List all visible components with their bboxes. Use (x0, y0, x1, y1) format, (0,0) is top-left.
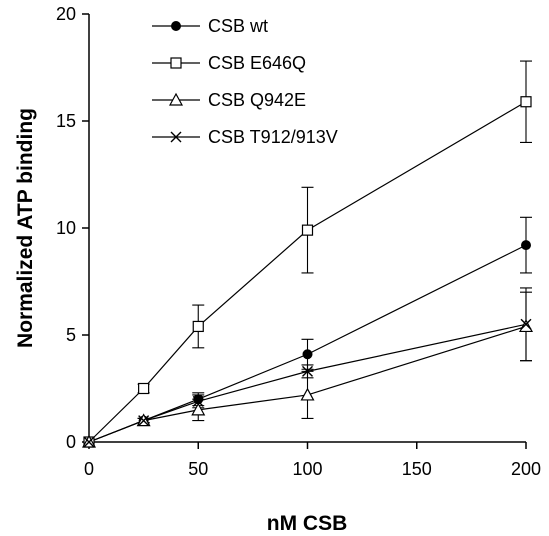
x-tick-label: 100 (292, 459, 322, 479)
legend-marker-csb-wt (171, 21, 181, 31)
legend-marker-csb-t912-913v (170, 131, 182, 143)
legend-label-csb-q942e: CSB Q942E (208, 90, 306, 110)
y-tick-label: 20 (56, 4, 76, 24)
data-point-csb-t912-913v (192, 395, 204, 407)
x-tick-label: 150 (402, 459, 432, 479)
legend-marker-csb-q942e (168, 92, 184, 106)
x-axis-title: nM CSB (267, 512, 348, 535)
legend: CSB wt CSB E646Q CSB Q942E CSB T912/913V (152, 16, 338, 147)
legend-label-csb-e646q: CSB E646Q (208, 53, 306, 73)
y-tick-label: 10 (56, 218, 76, 238)
series-layer (81, 60, 534, 448)
data-point-csb-t912-913v (138, 415, 150, 427)
data-point-csb-e646q (192, 320, 204, 333)
y-tick-label: 15 (56, 111, 76, 131)
data-point-csb-q942e (191, 402, 206, 416)
x-tick-label: 50 (188, 459, 208, 479)
data-point-csb-q942e (300, 387, 315, 401)
data-point-csb-t912-913v (302, 365, 313, 377)
data-point-csb-e646q (301, 224, 314, 236)
legend-marker-csb-e646q (170, 57, 182, 69)
y-tick-label: 5 (66, 325, 76, 345)
data-point-csb-wt (521, 240, 531, 251)
legend-label-csb-t912-913v: CSB T912/913V (208, 127, 338, 147)
y-axis-title: Normalized ATP binding (14, 108, 37, 348)
data-point-csb-q942e (518, 319, 534, 333)
x-tick-label: 0 (84, 459, 94, 479)
data-point-csb-e646q (520, 96, 532, 108)
y-tick-label: 0 (66, 432, 76, 452)
data-point-csb-e646q (138, 382, 150, 395)
x-tick-label: 200 (511, 459, 541, 479)
data-point-csb-t912-913v (520, 318, 532, 330)
legend-label-csb-wt: CSB wt (208, 16, 268, 36)
data-point-csb-wt (302, 349, 313, 360)
data-point-csb-t912-913v (83, 436, 95, 448)
data-point-csb-wt (193, 394, 204, 405)
